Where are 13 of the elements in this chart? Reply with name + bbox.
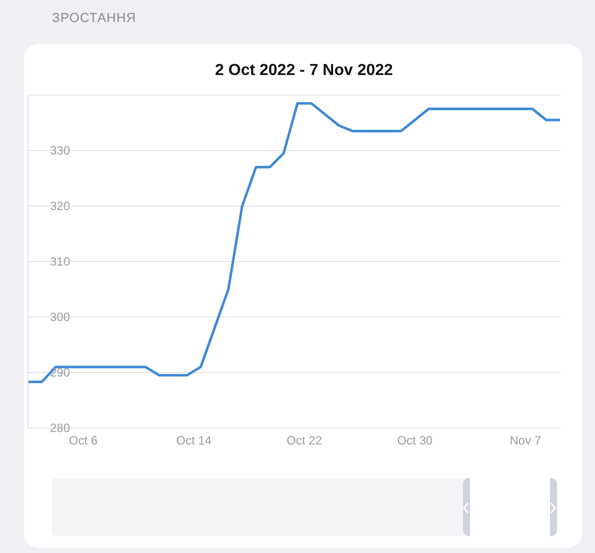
chart-title: ЗРОСТАННЯ <box>52 10 136 25</box>
y-tick-label: 310 <box>50 254 70 268</box>
y-tick-label: 280 <box>50 421 70 435</box>
y-tick-label: 290 <box>50 366 70 380</box>
x-tick-label: Oct 30 <box>397 434 433 448</box>
x-tick-label: Oct 14 <box>176 434 212 448</box>
chart-subtitle: 2 Oct 2022 - 7 Nov 2022 <box>214 62 394 80</box>
x-tick-label: Oct 22 <box>286 434 322 448</box>
y-tick-label: 330 <box>50 144 70 158</box>
y-tick-label: 320 <box>50 199 70 213</box>
x-tick-label: Oct 6 <box>68 434 98 448</box>
x-tick-label: Nov 7 <box>510 434 542 448</box>
y-tick-label: 300 <box>50 310 70 324</box>
